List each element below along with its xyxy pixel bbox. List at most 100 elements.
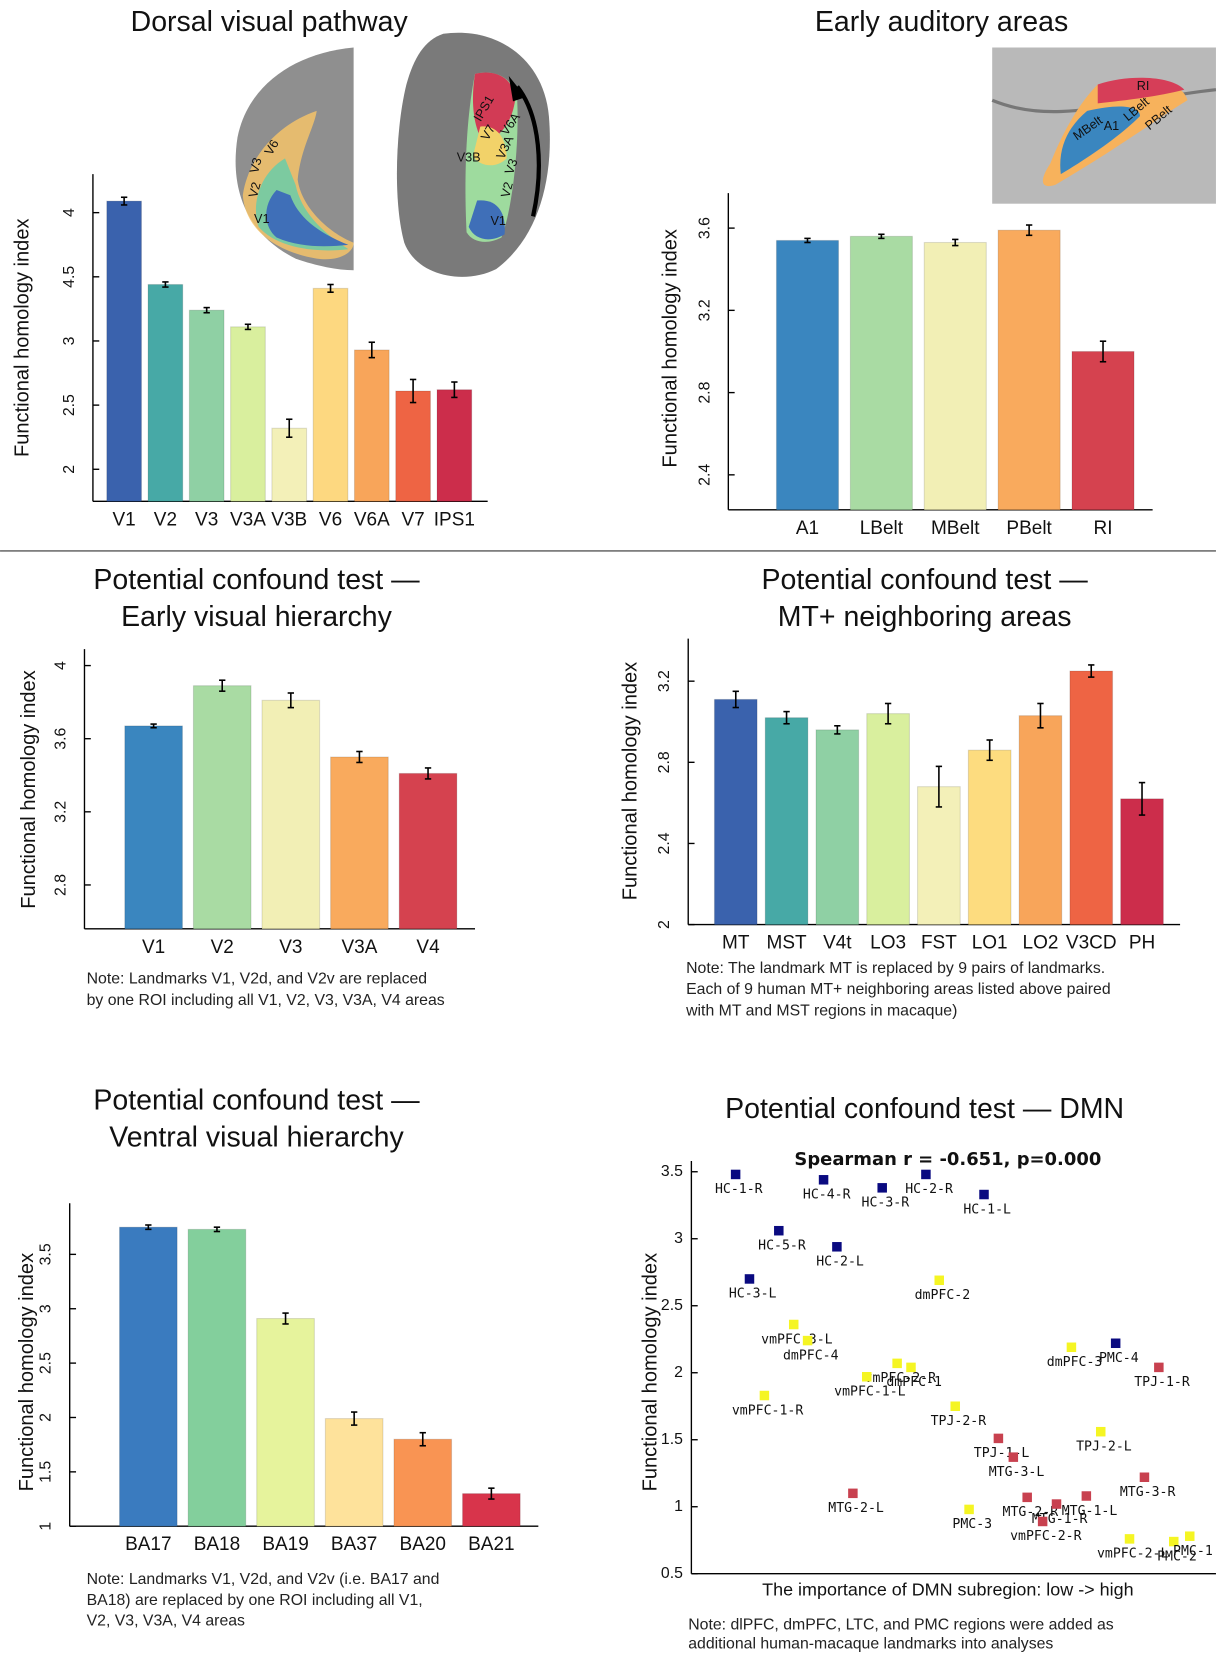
point: [730, 1169, 741, 1180]
image-label: V1: [254, 212, 269, 226]
point-label: PMC-4: [1099, 1351, 1139, 1366]
error-bar: [213, 1226, 221, 1233]
y-axis-label: Functional homology index: [640, 1253, 662, 1491]
y-tick-label: 3: [61, 336, 78, 345]
point-label: HC-3-R: [862, 1196, 910, 1211]
y-tick-label: 0.5: [661, 1565, 683, 1582]
error-bar: [356, 750, 363, 764]
note: BA18) are replaced by one ROI including …: [87, 1592, 423, 1609]
error-bar: [804, 237, 811, 244]
x-tick-label: V3B: [271, 509, 307, 530]
image-label: V1: [490, 214, 505, 228]
point: [1110, 1338, 1121, 1349]
point-label: vmPFC-3-L: [761, 1332, 833, 1347]
point: [1124, 1534, 1135, 1544]
x-tick-label: BA21: [468, 1534, 514, 1555]
error-bar: [451, 381, 458, 399]
point-label: vmPFC-2-L: [1097, 1547, 1169, 1562]
x-tick-label: BA19: [262, 1534, 308, 1555]
point: [950, 1401, 960, 1411]
bar: [1120, 798, 1164, 926]
bar: [1018, 715, 1063, 926]
point-label: HC-2-R: [905, 1182, 953, 1197]
y-tick-label: 2.5: [61, 394, 78, 416]
point-label: PMC-2: [1157, 1549, 1197, 1564]
point: [1139, 1472, 1150, 1483]
chart-title: Potential confound test — DMN: [725, 1093, 1124, 1125]
bar: [124, 725, 183, 930]
point: [1066, 1342, 1077, 1353]
y-tick-label: 3.2: [656, 670, 673, 692]
error-bar: [952, 238, 959, 247]
x-tick-label: V2: [154, 509, 177, 530]
error-bar: [732, 690, 739, 709]
error-bar: [287, 692, 294, 709]
point: [774, 1225, 784, 1236]
error-bar: [884, 702, 892, 725]
image-label: V6: [262, 137, 282, 157]
note: Note: dlPFC, dmPFC, LTC, and PMC regions…: [688, 1617, 1114, 1634]
note: Each of 9 human MT+ neighboring areas li…: [686, 981, 1111, 998]
x-tick-label: A1: [796, 518, 819, 539]
y-tick-label: 3: [674, 1230, 683, 1247]
error-bar: [368, 341, 375, 359]
y-tick-label: 2.5: [38, 1352, 55, 1374]
bar: [230, 326, 266, 502]
x-tick-label: V3: [279, 937, 302, 958]
y-tick-label: 2: [674, 1364, 683, 1381]
y-tick-label: 2: [38, 1413, 55, 1422]
y-axis-label: Functional homology index: [12, 219, 34, 457]
bar: [923, 241, 987, 511]
brain-auditory: [991, 47, 1216, 204]
y-axis-label: Functional homology index: [620, 662, 642, 900]
bar: [395, 390, 431, 502]
point-label: dmPFC-3: [1047, 1355, 1103, 1370]
y-tick-label: 3.6: [696, 217, 713, 239]
image-label: V2: [498, 181, 516, 200]
bar: [261, 699, 321, 930]
x-tick-label: BA20: [400, 1534, 446, 1555]
error-bar: [286, 418, 293, 438]
error-bar: [409, 378, 417, 404]
image-label: V3: [247, 156, 265, 175]
brain-medial: [235, 47, 354, 271]
x-tick-label: V6A: [354, 509, 390, 530]
x-tick-label: V6: [319, 509, 342, 530]
x-tick-label: RI: [1094, 518, 1113, 539]
point-label: HC-1-R: [715, 1182, 763, 1197]
y-tick-label: 3: [38, 1304, 55, 1313]
bar: [849, 235, 913, 511]
point: [964, 1504, 974, 1515]
error-bar: [878, 233, 885, 240]
bar: [353, 349, 390, 502]
point-label: HC-4-R: [803, 1188, 851, 1203]
error-bar: [834, 725, 841, 735]
x-tick-label: PH: [1129, 933, 1155, 954]
error-bar: [1138, 781, 1146, 816]
x-tick-label: IPS1: [434, 509, 475, 530]
point: [1081, 1491, 1092, 1501]
x-tick-label: LO1: [972, 933, 1008, 954]
point-label: vmPFC-1-L: [834, 1385, 906, 1400]
x-tick-label: V2: [211, 937, 234, 958]
x-tick-label: V3CD: [1066, 933, 1117, 954]
y-axis-label: Functional homology index: [660, 229, 682, 467]
point-label: HC-1-L: [963, 1202, 1011, 1217]
point: [892, 1358, 902, 1369]
x-tick-label: MBelt: [931, 518, 980, 539]
point: [906, 1362, 916, 1373]
point: [759, 1390, 770, 1401]
error-bar: [1037, 702, 1044, 729]
y-tick-label: 2.5: [661, 1297, 683, 1314]
point: [802, 1335, 813, 1346]
error-bar: [350, 1411, 358, 1426]
point: [1169, 1536, 1179, 1547]
y-tick-label: 3.2: [696, 299, 713, 321]
bar: [713, 698, 758, 926]
point: [848, 1488, 858, 1499]
point: [744, 1274, 755, 1284]
bar: [393, 1438, 453, 1527]
error-bar: [203, 306, 210, 314]
point: [934, 1275, 944, 1286]
